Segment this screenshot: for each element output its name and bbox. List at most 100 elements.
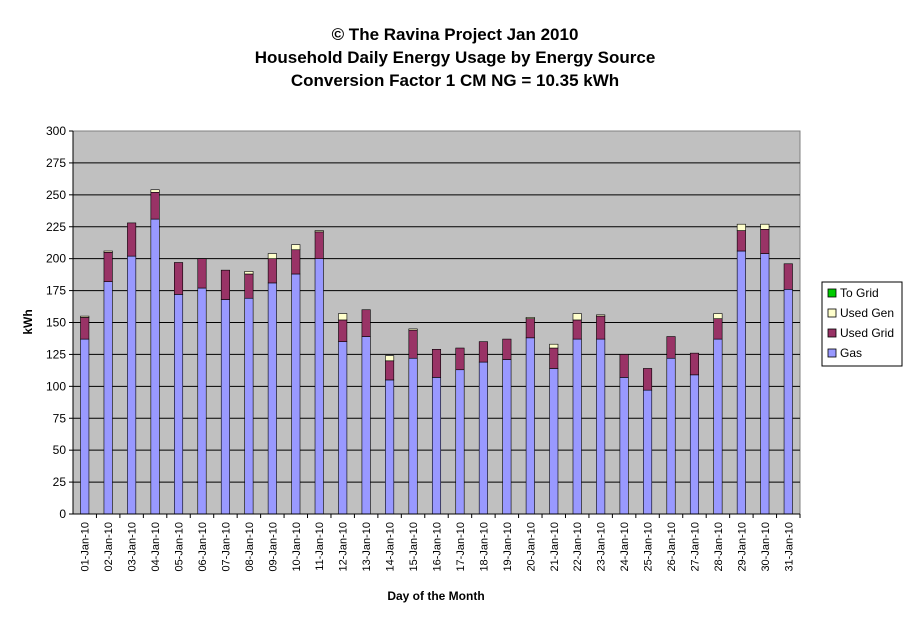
bar-used-grid	[455, 347, 465, 371]
legend-swatch-to-grid	[827, 288, 837, 298]
bar-used-grid	[525, 318, 535, 339]
x-tick-label: 24-Jan-10	[619, 522, 631, 572]
bar-used-grid	[736, 230, 746, 252]
x-tick-label: 02-Jan-10	[103, 522, 115, 572]
chart-title-line-2: Household Daily Energy Usage by Energy S…	[255, 48, 656, 67]
y-tick-label: 75	[53, 411, 67, 425]
bar-used-gen	[80, 315, 90, 318]
bar-used-gen	[713, 313, 723, 319]
x-tick-label: 10-Jan-10	[291, 522, 303, 572]
x-tick-label: 12-Jan-10	[338, 522, 350, 572]
legend-label-to-grid: To Grid	[840, 286, 879, 300]
x-tick-label: 16-Jan-10	[432, 522, 444, 572]
bar-used-gen	[596, 314, 606, 317]
bar-used-grid	[596, 315, 606, 340]
bar-used-gen	[103, 250, 113, 253]
bar-used-grid	[619, 354, 629, 378]
bar-used-gen	[736, 223, 746, 231]
bar-used-grid	[220, 269, 230, 300]
legend: To Grid Used Gen Used Grid Gas	[821, 281, 903, 367]
bar-used-grid	[408, 329, 418, 359]
bar-gas	[291, 273, 301, 515]
bar-used-grid	[150, 191, 160, 220]
x-tick-label: 25-Jan-10	[643, 522, 655, 572]
bar-gas	[314, 258, 324, 515]
y-tick-label: 100	[46, 379, 66, 393]
bar-used-grid	[478, 341, 488, 363]
y-tick-label: 125	[46, 347, 66, 361]
bar-gas	[783, 289, 793, 515]
bar-gas	[338, 341, 348, 515]
bar-gas	[220, 299, 230, 515]
legend-swatch-used-grid	[827, 328, 837, 338]
x-tick-label: 06-Jan-10	[197, 522, 209, 572]
x-tick-label: 17-Jan-10	[455, 522, 467, 572]
gridlines	[73, 162, 800, 483]
x-tick-label: 13-Jan-10	[361, 522, 373, 572]
x-tick-label: 18-Jan-10	[478, 522, 490, 572]
x-tick-label: 09-Jan-10	[267, 522, 279, 572]
bar-used-gen	[385, 355, 395, 362]
bar-gas	[478, 361, 488, 515]
bar-used-gen	[408, 328, 418, 331]
y-axis-label: kWh	[21, 309, 35, 334]
bar-used-grid	[174, 262, 184, 295]
legend-swatch-gas	[827, 348, 837, 358]
bar-used-grid	[291, 249, 301, 275]
chart-title-line-1: © The Ravina Project Jan 2010	[332, 25, 579, 44]
bar-gas	[525, 337, 535, 515]
y-tick-label: 150	[46, 316, 66, 330]
bar-used-grid	[267, 258, 277, 284]
bar-used-grid	[244, 273, 254, 299]
y-tick-label: 50	[53, 443, 67, 457]
x-tick-label: 15-Jan-10	[408, 522, 420, 572]
bar-gas	[267, 282, 277, 515]
bar-gas	[127, 255, 137, 515]
bar-gas	[713, 338, 723, 515]
legend-label-gas: Gas	[840, 346, 862, 360]
bar-used-grid	[572, 319, 582, 340]
bar-gas	[549, 368, 559, 515]
y-tick-label: 300	[46, 124, 66, 138]
bar-used-grid	[549, 347, 559, 369]
bar-gas	[385, 379, 395, 515]
bar-gas	[197, 287, 207, 515]
bar-used-grid	[80, 317, 90, 340]
bar-gas	[596, 338, 606, 515]
bar-used-grid	[103, 251, 113, 282]
y-tick-label: 200	[46, 252, 66, 266]
bar-used-grid	[643, 368, 653, 391]
x-axis-ticks: 01-Jan-10 02-Jan-10 03-Jan-10 04-Jan-10 05-J…	[80, 514, 801, 572]
bar-gas	[408, 357, 418, 515]
bar-gas	[666, 357, 676, 515]
legend-swatch-used-gen	[827, 308, 837, 318]
y-tick-label: 275	[46, 156, 66, 170]
x-tick-label: 11-Jan-10	[314, 522, 326, 571]
x-tick-label: 07-Jan-10	[220, 522, 232, 572]
bar-used-gen	[525, 317, 535, 319]
bar-gas	[643, 389, 653, 515]
x-tick-label: 21-Jan-10	[549, 522, 561, 572]
bar-used-gen	[267, 253, 277, 259]
bar-gas	[455, 369, 465, 515]
bar-gas	[431, 377, 442, 515]
x-tick-label: 04-Jan-10	[150, 522, 162, 572]
chart-title-line-3: Conversion Factor 1 CM NG = 10.35 kWh	[291, 71, 619, 90]
y-tick-label: 175	[46, 284, 66, 298]
y-tick-label: 250	[46, 188, 66, 202]
bar-gas	[80, 338, 90, 515]
x-axis-label: Day of the Month	[387, 589, 484, 603]
bars	[80, 189, 793, 515]
y-axis-ticks: 0 25 50 75 100 125 150 175 200 225 250 275 300	[46, 124, 800, 521]
bar-used-grid	[338, 319, 348, 342]
x-tick-label: 19-Jan-10	[502, 522, 514, 572]
bar-used-grid	[689, 352, 699, 376]
bar-used-gen	[572, 313, 582, 321]
x-tick-label: 20-Jan-10	[525, 522, 537, 572]
x-tick-label: 01-Jan-10	[80, 522, 92, 572]
bar-used-grid	[314, 231, 324, 259]
x-tick-label: 22-Jan-10	[572, 522, 584, 572]
x-tick-label: 05-Jan-10	[174, 522, 186, 572]
bar-used-gen	[150, 189, 160, 193]
